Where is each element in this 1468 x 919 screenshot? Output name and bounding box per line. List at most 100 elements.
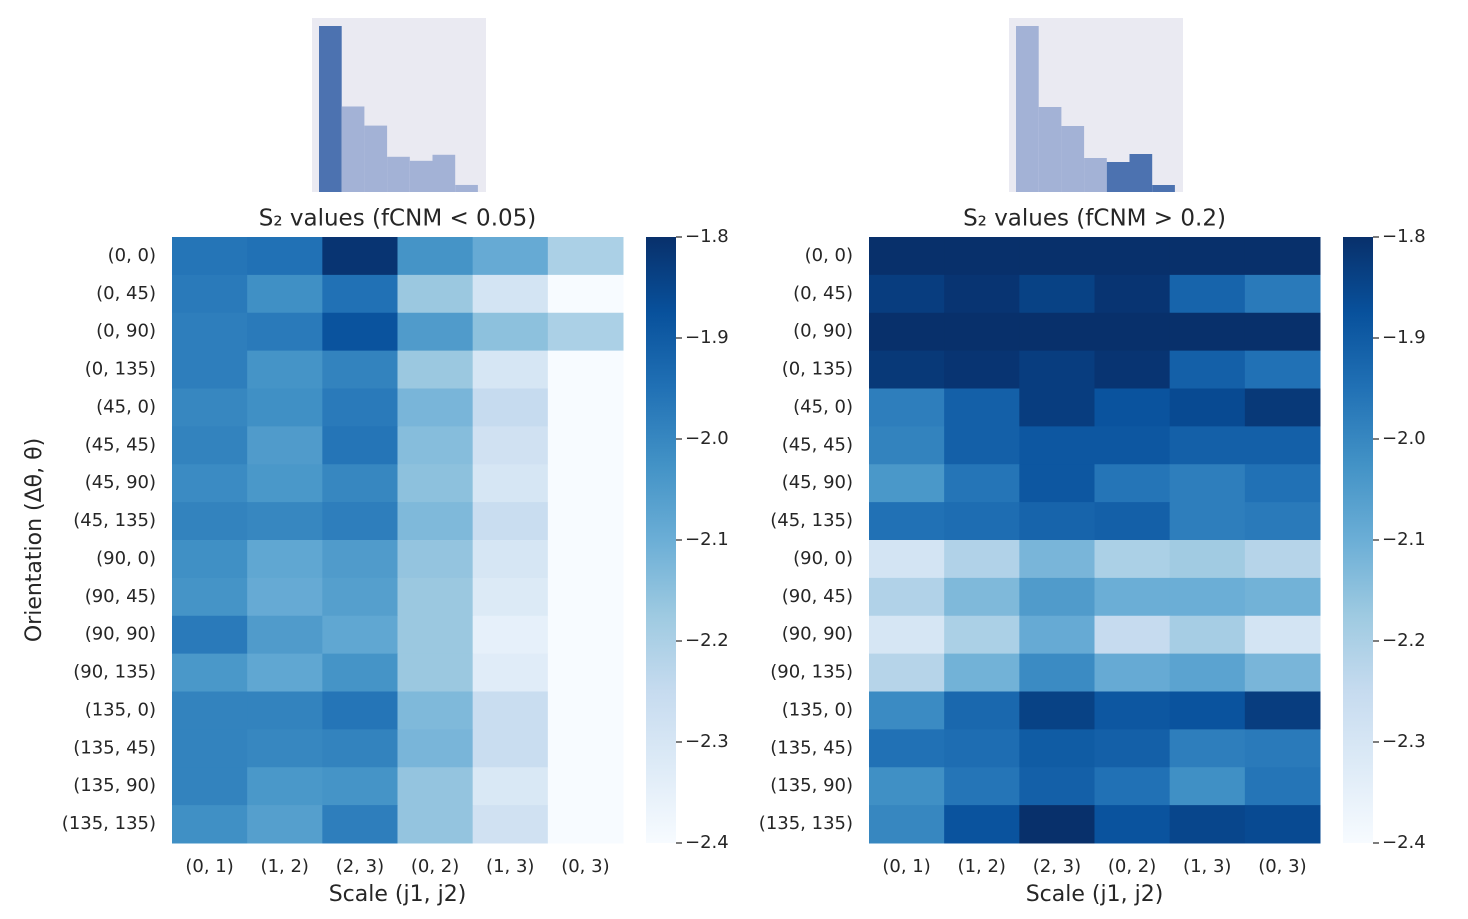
heatmap-cell	[944, 729, 1020, 768]
y-tick-label: (135, 135)	[62, 813, 156, 834]
y-tick-label: (90, 135)	[73, 662, 156, 683]
heatmap-cell	[1019, 237, 1095, 276]
colorbar-tick-label: −2.4	[1382, 832, 1426, 853]
heatmap-cell	[944, 805, 1020, 844]
heatmap-cell	[1244, 426, 1321, 465]
heatmap-cell	[1019, 274, 1095, 314]
heatmap-cell	[247, 805, 323, 844]
heatmap-cell	[247, 388, 323, 427]
colorbar-tick-label: −2.1	[1382, 529, 1426, 550]
heatmap-cell	[472, 615, 549, 655]
heatmap-cell	[869, 502, 945, 541]
x-tick-label: (1, 2)	[958, 856, 1006, 877]
heatmap-cell	[1244, 540, 1321, 579]
heatmap-cell	[1169, 729, 1246, 768]
heatmap-cell	[1019, 540, 1095, 579]
heatmap-cell	[247, 540, 323, 579]
y-tick-label: (135, 45)	[770, 737, 853, 758]
y-tick-label: (90, 90)	[782, 624, 853, 645]
heatmap-cell	[547, 312, 624, 352]
histogram-bar	[364, 125, 388, 192]
heatmap-cell	[547, 577, 624, 617]
x-tick-label: (0, 2)	[1108, 856, 1156, 877]
colorbar-tick-label: −2.0	[1382, 428, 1426, 449]
heatmap-cell	[1094, 312, 1171, 352]
heatmap-cell	[1169, 691, 1246, 730]
heatmap-cell	[1169, 540, 1246, 579]
histogram-bar	[1106, 162, 1130, 192]
heatmap-cell	[547, 350, 624, 389]
heatmap-cell	[944, 540, 1020, 579]
y-tick-label: (135, 45)	[73, 737, 156, 758]
y-tick-label: (135, 90)	[73, 775, 156, 796]
heatmap-cell	[172, 540, 248, 579]
heatmap-cell	[547, 540, 624, 579]
heatmap-cell	[322, 729, 398, 768]
heatmap-cell	[472, 540, 549, 579]
x-tick-label: (0, 1)	[185, 856, 233, 877]
heatmap-cell	[944, 502, 1020, 541]
y-tick-label: (45, 45)	[85, 434, 156, 455]
heatmap-cell	[944, 388, 1020, 427]
y-tick-label: (45, 90)	[782, 472, 853, 493]
heatmap-cell	[1169, 653, 1246, 692]
heatmap-cell	[322, 274, 398, 314]
heatmap-cell	[1094, 350, 1171, 389]
heatmap-cell	[547, 767, 624, 806]
heatmap-cell	[397, 767, 474, 806]
heatmap-cell	[247, 274, 323, 314]
heatmap-cell	[869, 274, 945, 314]
x-axis-label: Scale (j1, j2)	[329, 882, 467, 907]
heatmap-cell	[1094, 805, 1171, 844]
heatmap-cell	[397, 805, 474, 844]
y-axis-label: Orientation (Δθ, θ)	[22, 438, 47, 642]
heatmap-cell	[397, 312, 474, 352]
heatmap-cell	[1169, 274, 1246, 314]
histogram-bar	[1152, 185, 1175, 192]
heatmap-cell	[172, 805, 248, 844]
heatmap-cell	[1019, 691, 1095, 730]
heatmap-cell	[547, 615, 624, 655]
colorbar	[646, 237, 676, 843]
heatmap-cell	[397, 237, 474, 276]
y-tick-label: (90, 0)	[793, 548, 853, 569]
heatmap-cell	[172, 388, 248, 427]
x-tick-label: (0, 3)	[1258, 856, 1306, 877]
heatmap-cell	[1094, 426, 1171, 465]
heatmap-cell	[322, 577, 398, 617]
heatmap-cell	[1019, 502, 1095, 541]
heatmap-cell	[547, 464, 624, 503]
heatmap-cell	[1169, 805, 1246, 844]
heatmap-cell	[247, 767, 323, 806]
y-tick-label: (0, 0)	[108, 245, 156, 266]
heatmap-cell	[547, 805, 624, 844]
x-tick-label: (2, 3)	[336, 856, 384, 877]
heatmap-cell	[397, 274, 474, 314]
heatmap-cell	[397, 729, 474, 768]
heatmap-cell	[472, 577, 549, 617]
heatmap-cell	[397, 577, 474, 617]
heatmap-cell	[1019, 464, 1095, 503]
heatmap-cell	[472, 653, 549, 692]
heatmap-cell	[1094, 653, 1171, 692]
histogram-bar	[1061, 126, 1085, 192]
heatmap-cell	[397, 615, 474, 655]
heatmap-cell	[1244, 615, 1321, 655]
x-tick-label: (0, 3)	[561, 856, 609, 877]
heatmap-cell	[1244, 577, 1321, 617]
heatmap-cell	[1244, 805, 1321, 844]
y-tick-label: (90, 45)	[782, 586, 853, 607]
heatmap-cell	[247, 312, 323, 352]
heatmap-cell	[1169, 615, 1246, 655]
heatmap-cell	[322, 388, 398, 427]
histogram-bar	[341, 106, 365, 192]
colorbar-tick-label: −2.3	[1382, 731, 1426, 752]
heatmap-cell	[247, 464, 323, 503]
heatmap-cell	[1244, 312, 1321, 352]
heatmap-cell	[1094, 237, 1171, 276]
heatmap-cell	[472, 237, 549, 276]
heatmap-cell	[869, 237, 945, 276]
heatmap-cell	[1169, 388, 1246, 427]
heatmap-cell	[172, 691, 248, 730]
